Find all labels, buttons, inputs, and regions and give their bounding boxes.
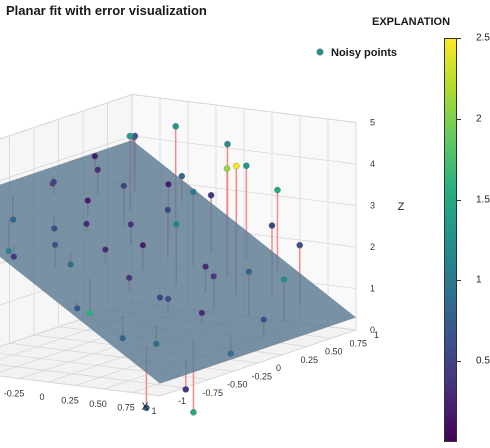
data-point xyxy=(178,172,186,180)
tick-label: 0 xyxy=(39,392,44,402)
tick-label: 2 xyxy=(370,242,375,252)
data-point xyxy=(198,309,206,317)
colorbar-tick-label: 2.5 xyxy=(476,32,490,44)
data-point xyxy=(280,276,288,283)
data-point xyxy=(274,186,281,194)
colorbar-tick-label: 1 xyxy=(476,274,482,286)
colorbar-tick-mark xyxy=(457,38,461,39)
data-point xyxy=(172,220,180,228)
tick-label: 4 xyxy=(370,159,375,169)
tick-label: 0.50 xyxy=(89,399,107,409)
data-point xyxy=(164,295,172,303)
data-point xyxy=(260,316,268,323)
data-point xyxy=(5,247,13,255)
colorbar-tick-mark xyxy=(457,280,461,282)
data-point xyxy=(9,216,17,223)
tick-label: 1 xyxy=(151,406,156,416)
data-point xyxy=(67,261,74,268)
tick-label: -0.75 xyxy=(203,388,224,398)
tick-label: 0.75 xyxy=(117,403,135,413)
tick-label: -0.25 xyxy=(252,371,273,381)
data-point xyxy=(51,225,58,232)
data-point xyxy=(296,241,304,249)
data-point xyxy=(190,188,197,196)
data-point xyxy=(125,274,133,282)
data-point xyxy=(243,162,250,170)
data-point xyxy=(164,206,172,214)
tick-label: -1 xyxy=(178,396,186,406)
x-axis-label: X xyxy=(141,401,149,413)
data-point xyxy=(268,222,276,229)
data-point xyxy=(50,178,58,186)
data-point xyxy=(143,404,150,412)
tick-label: 5 xyxy=(370,118,375,128)
colorbar-tick-mark xyxy=(457,361,461,363)
colorbar-tick-label: 0.5 xyxy=(476,355,490,367)
data-point xyxy=(227,350,234,357)
tick-label: 1 xyxy=(370,284,375,294)
tick-label: 0.25 xyxy=(61,396,79,406)
data-point xyxy=(102,246,109,253)
data-point xyxy=(94,166,101,174)
data-point xyxy=(83,220,90,228)
data-point xyxy=(182,386,190,393)
tick-label: 3 xyxy=(370,201,375,211)
data-point xyxy=(165,180,172,188)
data-point xyxy=(139,241,147,249)
tick-label: 0 xyxy=(370,325,375,335)
data-point xyxy=(232,162,240,170)
data-point xyxy=(84,197,92,204)
chart-title: Planar fit with error visualization xyxy=(6,3,207,18)
data-point xyxy=(120,182,128,190)
axis-tick-labels: -1-0.75-0.50-0.2500.250.500.751-1-0.75-0… xyxy=(4,118,379,417)
data-point xyxy=(153,340,160,348)
data-point xyxy=(51,241,59,249)
z-axis-label: Z xyxy=(398,201,405,213)
data-point xyxy=(190,408,197,416)
data-point xyxy=(210,273,217,280)
legend-marker xyxy=(316,48,324,56)
data-point xyxy=(126,132,134,140)
legend: Noisy points xyxy=(316,47,397,59)
data-point xyxy=(223,165,231,172)
data-point xyxy=(156,294,164,301)
legend-label: Noisy points xyxy=(331,47,397,59)
colorbar-tick-mark xyxy=(457,118,461,120)
data-point xyxy=(127,221,135,228)
tick-label: 0 xyxy=(276,363,281,373)
data-point xyxy=(202,263,209,270)
colorbar-tick-label: 1.5 xyxy=(476,194,490,206)
data-point xyxy=(172,123,179,130)
data-point xyxy=(245,268,253,276)
tick-label: 0.25 xyxy=(301,355,319,365)
data-point xyxy=(86,309,94,317)
colorbar-tick-mark xyxy=(457,199,461,201)
data-point xyxy=(119,334,126,342)
data-point xyxy=(207,191,215,199)
tick-label: 0.75 xyxy=(350,338,368,348)
colorbar xyxy=(444,38,457,442)
tick-label: 0.50 xyxy=(325,347,343,357)
colorbar-title: EXPLANATION xyxy=(372,16,451,28)
noisy-points xyxy=(5,123,304,416)
data-point xyxy=(224,140,231,148)
colorbar-tick-label: 2 xyxy=(476,113,482,125)
tick-label: 1 xyxy=(374,330,379,340)
data-point xyxy=(73,305,81,312)
data-point xyxy=(91,152,99,160)
tick-label: -0.50 xyxy=(227,380,248,390)
tick-label: -0.25 xyxy=(4,389,25,399)
data-point xyxy=(10,253,18,260)
chart-3d-plot: -1-0.75-0.50-0.2500.250.500.751-1-0.75-0… xyxy=(0,47,405,417)
